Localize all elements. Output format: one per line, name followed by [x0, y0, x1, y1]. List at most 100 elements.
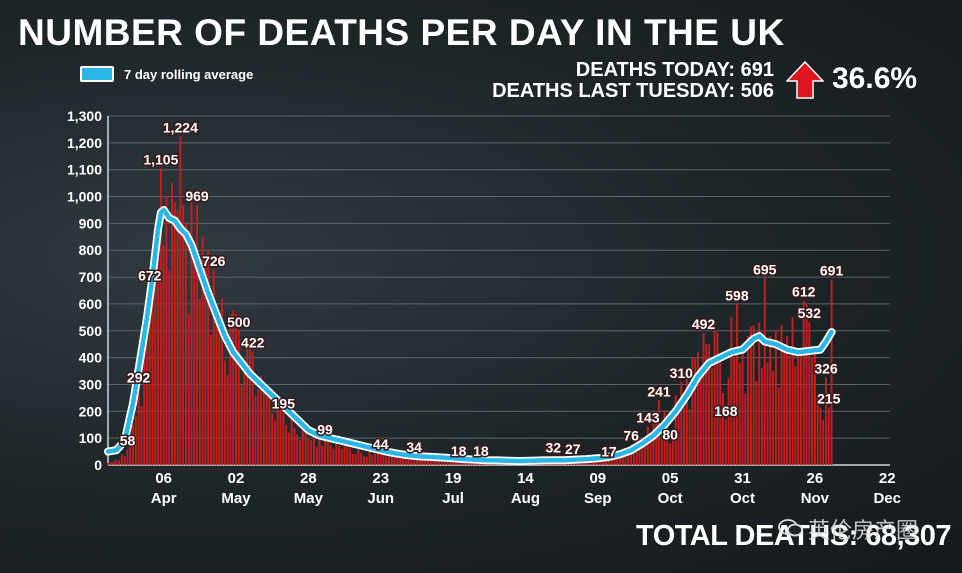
daily-death-bar	[254, 396, 257, 465]
daily-death-bar	[299, 439, 301, 465]
daily-death-bar	[237, 330, 240, 465]
daily-death-bar	[727, 378, 730, 465]
daily-death-bar	[660, 429, 663, 465]
daily-death-bar	[694, 358, 697, 465]
data-label: 695	[753, 261, 777, 277]
daily-death-bar	[201, 236, 204, 465]
data-label: 598	[725, 287, 749, 303]
y-tick-label: 700	[79, 269, 103, 285]
daily-death-bar	[312, 432, 315, 465]
daily-death-bar	[708, 344, 711, 465]
daily-death-bar	[251, 351, 254, 465]
daily-death-bar	[248, 340, 251, 465]
legend-label: 7 day rolling average	[124, 66, 254, 82]
daily-death-bar	[449, 459, 452, 465]
wechat-icon	[778, 519, 803, 537]
daily-death-bar	[413, 455, 416, 465]
x-tick-day: 26	[807, 470, 824, 487]
daily-death-bar	[702, 332, 705, 465]
daily-death-bar	[825, 377, 827, 465]
data-label: 292	[127, 370, 151, 386]
daily-death-bar	[697, 352, 699, 465]
daily-death-bar	[365, 456, 368, 465]
x-tick-month: Sep	[584, 490, 612, 507]
daily-death-bar	[226, 375, 229, 465]
data-label: 672	[138, 268, 162, 284]
data-label: 32	[545, 439, 561, 455]
data-label: 195	[272, 396, 296, 412]
daily-death-bar	[176, 209, 179, 465]
data-label: 1,105	[143, 151, 178, 167]
daily-death-bar	[187, 313, 190, 465]
x-tick-day: 19	[445, 470, 462, 487]
daily-death-bar	[287, 432, 290, 465]
watermark: 英伦房产圈	[778, 513, 918, 545]
daily-death-bar	[246, 346, 249, 465]
daily-death-bar	[452, 460, 455, 465]
daily-death-bar	[427, 459, 430, 465]
daily-death-bar	[677, 402, 680, 465]
daily-death-bar	[229, 314, 232, 465]
daily-death-bar	[173, 201, 176, 465]
daily-death-bar	[179, 136, 182, 465]
daily-death-bar	[438, 458, 441, 465]
daily-death-bar	[624, 451, 627, 465]
data-label: 691	[820, 262, 844, 278]
daily-death-bar	[671, 437, 674, 465]
x-tick-month: Nov	[801, 490, 830, 507]
x-tick-month: Jul	[442, 490, 464, 507]
daily-death-bar	[819, 407, 822, 465]
x-tick-day: 05	[662, 470, 679, 487]
x-tick-day: 09	[589, 470, 606, 487]
daily-death-bar	[747, 336, 750, 465]
watermark-text: 英伦房产圈	[808, 518, 919, 543]
y-tick-label: 1,300	[67, 108, 102, 124]
daily-death-bar	[772, 370, 775, 465]
daily-death-bar	[808, 322, 811, 465]
daily-death-bar	[791, 317, 794, 465]
daily-death-bar	[688, 409, 691, 465]
daily-death-bar	[363, 456, 366, 465]
data-label: 168	[714, 403, 738, 419]
y-tick-label: 500	[79, 323, 103, 339]
x-tick-day: 02	[228, 470, 245, 487]
daily-death-bar	[215, 305, 218, 465]
data-label: 422	[241, 335, 265, 351]
daily-death-bar	[204, 261, 207, 465]
daily-death-bar	[719, 357, 722, 465]
daily-death-bar	[755, 381, 758, 465]
daily-death-bar	[674, 395, 677, 465]
daily-death-bar	[354, 453, 357, 465]
daily-death-bar	[763, 278, 766, 465]
daily-death-bar	[262, 392, 265, 465]
daily-death-bar	[209, 334, 212, 465]
daily-death-bar	[107, 462, 109, 465]
rolling-average-line	[105, 207, 834, 464]
data-label: 326	[814, 360, 838, 376]
daily-death-bar	[774, 330, 777, 465]
daily-death-bar	[137, 386, 140, 465]
data-label: 44	[373, 436, 389, 452]
daily-death-bar	[691, 357, 694, 465]
daily-death-bar	[393, 456, 396, 465]
chart-title: NUMBER OF DEATHS PER DAY IN THE UK	[18, 12, 785, 53]
data-label: 492	[692, 316, 716, 332]
daily-death-bar	[830, 279, 833, 465]
daily-death-bar	[193, 247, 196, 465]
daily-death-bar	[271, 413, 274, 465]
y-tick-label: 0	[94, 457, 102, 473]
daily-death-bar	[126, 449, 129, 465]
daily-death-bar	[293, 427, 296, 465]
daily-death-bar	[218, 321, 221, 465]
data-label: 612	[792, 284, 816, 300]
daily-death-bar	[159, 168, 162, 465]
data-label: 143	[636, 410, 660, 426]
daily-death-bar	[143, 344, 146, 465]
daily-death-bar	[761, 368, 763, 465]
y-tick-label: 300	[79, 376, 103, 392]
daily-death-bar	[134, 415, 137, 465]
daily-death-bar	[794, 366, 797, 465]
y-tick-label: 1,000	[67, 189, 102, 205]
daily-death-bar	[279, 401, 282, 465]
daily-death-bar	[463, 461, 466, 465]
